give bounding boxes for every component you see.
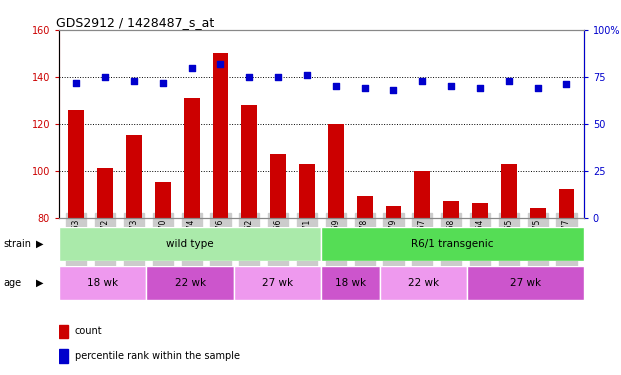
Bar bbox=[59, 227, 322, 261]
Bar bbox=[147, 266, 234, 300]
Point bbox=[71, 80, 81, 86]
Text: 18 wk: 18 wk bbox=[335, 278, 366, 288]
Bar bbox=[386, 206, 401, 375]
Bar bbox=[322, 266, 379, 300]
Point bbox=[417, 78, 427, 84]
Point bbox=[533, 85, 543, 91]
Bar bbox=[59, 266, 147, 300]
Point bbox=[273, 74, 283, 80]
Bar bbox=[356, 196, 373, 375]
Bar bbox=[242, 105, 257, 375]
Text: age: age bbox=[3, 278, 21, 288]
Point bbox=[360, 85, 369, 91]
Text: ▶: ▶ bbox=[36, 278, 43, 288]
Point bbox=[100, 74, 110, 80]
Point bbox=[331, 83, 341, 89]
Bar bbox=[467, 266, 584, 300]
Text: 27 wk: 27 wk bbox=[510, 278, 541, 288]
Point bbox=[389, 87, 399, 93]
Bar bbox=[530, 208, 545, 375]
Bar bbox=[328, 124, 343, 375]
Bar bbox=[270, 154, 286, 375]
Bar bbox=[234, 266, 322, 300]
Text: 27 wk: 27 wk bbox=[262, 278, 293, 288]
Text: wild type: wild type bbox=[166, 239, 214, 249]
Text: strain: strain bbox=[3, 239, 31, 249]
Bar bbox=[379, 266, 467, 300]
Text: 22 wk: 22 wk bbox=[408, 278, 439, 288]
Bar bbox=[126, 135, 142, 375]
Text: count: count bbox=[75, 326, 102, 336]
Bar bbox=[155, 182, 171, 375]
Bar bbox=[558, 189, 574, 375]
Point bbox=[561, 81, 571, 87]
Bar bbox=[68, 110, 84, 375]
Bar bbox=[59, 349, 68, 363]
Point bbox=[446, 83, 456, 89]
Text: percentile rank within the sample: percentile rank within the sample bbox=[75, 351, 240, 361]
Bar bbox=[299, 164, 315, 375]
Point bbox=[215, 61, 225, 67]
Text: GDS2912 / 1428487_s_at: GDS2912 / 1428487_s_at bbox=[57, 16, 215, 29]
Bar bbox=[322, 227, 584, 261]
Bar bbox=[472, 203, 488, 375]
Bar bbox=[212, 54, 229, 375]
Point bbox=[187, 64, 197, 70]
Point bbox=[244, 74, 254, 80]
Text: 22 wk: 22 wk bbox=[175, 278, 206, 288]
Bar bbox=[443, 201, 459, 375]
Point bbox=[158, 80, 168, 86]
Text: R6/1 transgenic: R6/1 transgenic bbox=[411, 239, 494, 249]
Point bbox=[302, 72, 312, 78]
Bar bbox=[184, 98, 199, 375]
Point bbox=[504, 78, 514, 84]
Point bbox=[475, 85, 485, 91]
Bar bbox=[501, 164, 517, 375]
Text: 18 wk: 18 wk bbox=[87, 278, 118, 288]
Bar bbox=[59, 325, 68, 338]
Point bbox=[129, 78, 139, 84]
Bar bbox=[97, 168, 113, 375]
Bar bbox=[414, 171, 430, 375]
Text: ▶: ▶ bbox=[36, 239, 43, 249]
